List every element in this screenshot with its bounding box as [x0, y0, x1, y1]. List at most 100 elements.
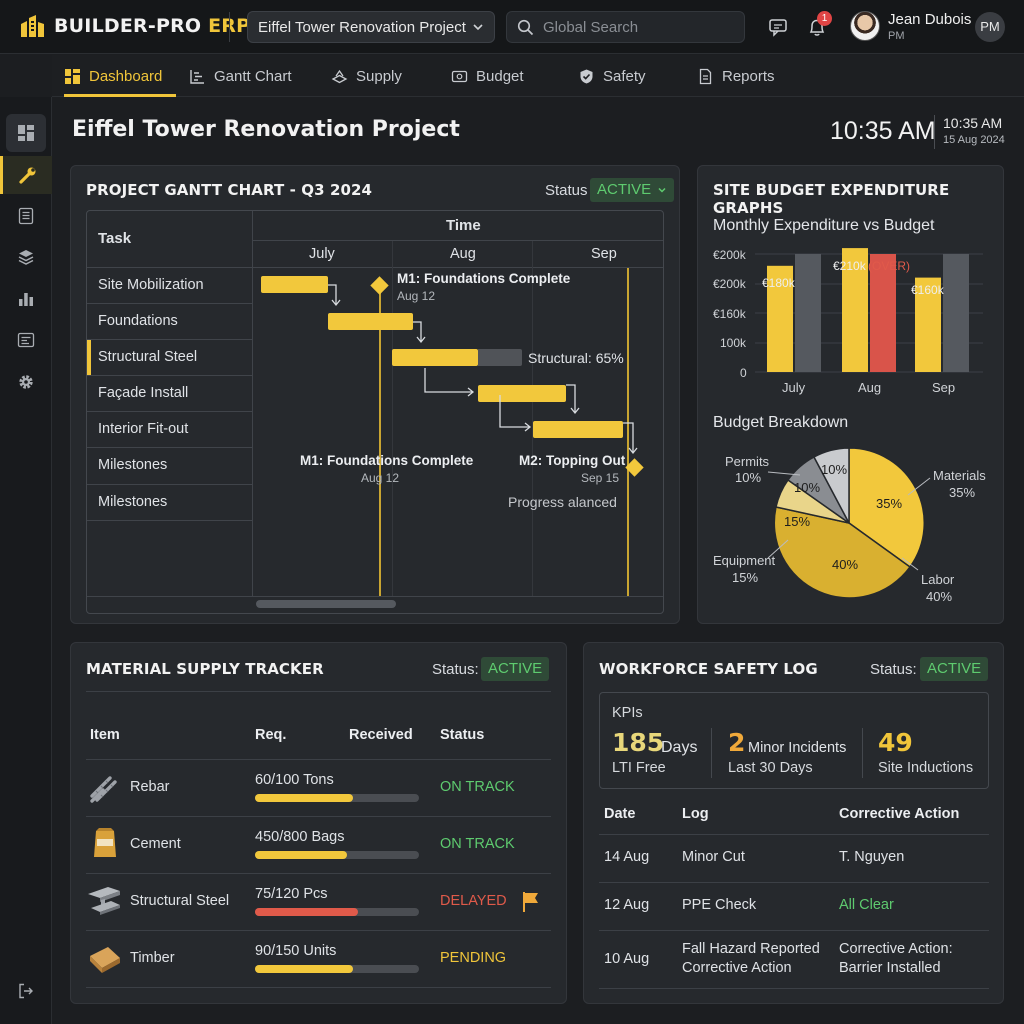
x-tick-label: Aug: [858, 380, 882, 395]
building-logo-icon: [21, 15, 44, 37]
project-selector[interactable]: Eiffel Tower Renovation Project: [247, 11, 495, 43]
y-tick-label: €200k: [713, 277, 746, 291]
kpi-unit: Days: [661, 739, 698, 756]
gantt-bar-interior-fitout[interactable]: [533, 421, 623, 438]
sidebar-item-tools[interactable]: [0, 156, 52, 194]
sidebar-item-analytics[interactable]: [6, 280, 46, 318]
sidebar-item-dashboard[interactable]: [6, 114, 46, 152]
sidebar-item-forms[interactable]: [6, 321, 46, 359]
tab-reports[interactable]: Reports: [697, 55, 775, 97]
row-line: [599, 930, 989, 931]
structural-progress: Structural: 65%: [528, 350, 624, 366]
supply-item-name: Timber: [130, 950, 175, 966]
kpi-caption: Last 30 Days: [728, 760, 813, 776]
supply-status: PENDING: [440, 950, 507, 966]
col-header: Corrective Action: [839, 806, 960, 822]
grid-icon: [18, 125, 34, 141]
sidebar-item-layers[interactable]: [6, 238, 46, 276]
gantt-task[interactable]: Milestones: [98, 457, 168, 473]
shield-icon: [580, 69, 593, 83]
log-entry[interactable]: PPE Check: [682, 897, 757, 913]
gantt-row-line: [87, 520, 252, 521]
gantt-task[interactable]: Structural Steel: [98, 349, 198, 365]
app-logo[interactable]: BUILDER-PRO ERP: [18, 12, 250, 40]
tab-gantt-chart[interactable]: Gantt Chart: [189, 55, 292, 97]
gantt-bar-site-mobilization[interactable]: [261, 276, 328, 293]
row-line: [86, 873, 551, 874]
pie-legend-pct: 15%: [732, 570, 759, 585]
col-header: Item: [90, 727, 120, 743]
chevron-down-icon: [473, 24, 483, 31]
chat-icon[interactable]: [767, 16, 789, 38]
pie-slice-labor: [773, 506, 912, 599]
progress-fill: [255, 965, 354, 973]
user-role: PM: [888, 30, 905, 42]
selected-row-marker: [87, 340, 91, 375]
divider: [86, 691, 551, 692]
budget-breakdown-title: Budget Breakdown: [713, 414, 849, 431]
col-header: Date: [604, 806, 636, 822]
user-initials-button[interactable]: PM: [975, 12, 1005, 42]
supply-status-label: Status:: [432, 661, 479, 678]
pie-leader-lines: [767, 471, 931, 571]
form-icon: [17, 332, 35, 348]
y-tick-label: 0: [740, 366, 747, 380]
x-tick-label: July: [782, 380, 806, 395]
row-line: [86, 987, 551, 988]
bar-aug-budget: [870, 254, 896, 372]
supply-qty: 60/100 Tons: [255, 772, 334, 788]
gantt-title: PROJECT GANTT CHART - Q3 2024: [86, 181, 373, 199]
sidebar-item-settings[interactable]: [6, 363, 46, 401]
supply-item-name: Structural Steel: [130, 893, 230, 909]
tab-label: Safety: [603, 67, 646, 85]
global-search[interactable]: [506, 11, 745, 43]
gantt-status-dropdown[interactable]: ACTIVE: [590, 178, 675, 202]
gantt-bar-structural-steel[interactable]: [392, 349, 478, 366]
current-time: 10:35 AM: [830, 117, 936, 145]
gantt-task[interactable]: Milestones: [98, 494, 168, 510]
pie-slice-permits: [812, 447, 850, 524]
gantt-bar-foundations[interactable]: [328, 313, 413, 330]
gantt-row-line: [87, 484, 252, 485]
gantt-task[interactable]: Interior Fit-out: [98, 421, 189, 437]
milestone-label: M1: Foundations Complete: [397, 271, 571, 286]
gantt-task[interactable]: Site Mobilization: [98, 277, 204, 293]
kpi-caption: LTI Free: [612, 760, 666, 776]
tab-budget[interactable]: Budget: [451, 55, 524, 97]
budget-icon: [451, 70, 468, 82]
log-entry[interactable]: Minor Cut: [682, 849, 745, 865]
log-entry[interactable]: Fall Hazard Reported: [682, 941, 820, 957]
y-tick-label: 100k: [720, 336, 747, 350]
tab-label: Supply: [356, 67, 402, 85]
notification-badge: 1: [817, 11, 832, 26]
report-icon: [699, 68, 712, 84]
over-budget-label: (OVER): [868, 259, 910, 273]
gantt-task[interactable]: Foundations: [98, 313, 178, 329]
log-entry-detail: Corrective Action: [682, 960, 792, 976]
supply-icon: [331, 69, 348, 83]
flag-icon[interactable]: [521, 890, 541, 914]
kpi-divider: [711, 728, 712, 778]
gantt-dependency-arrows: [328, 284, 638, 455]
tab-supply[interactable]: Supply: [331, 55, 402, 97]
avatar[interactable]: [850, 11, 880, 41]
tab-dashboard[interactable]: Dashboard: [64, 55, 177, 97]
safety-status-label: Status:: [870, 661, 917, 678]
bar-sep-actual: [915, 277, 941, 372]
gantt-col-task: Task: [98, 230, 132, 247]
pie-legend-name: Permits: [725, 454, 770, 469]
log-action: Corrective Action:: [839, 941, 953, 957]
milestone-date: Aug 12: [361, 471, 400, 485]
search-input[interactable]: [543, 18, 733, 36]
y-tick-label: €200k: [713, 248, 746, 262]
sidebar-item-logout[interactable]: [6, 972, 46, 1010]
tab-safety[interactable]: Safety: [578, 55, 646, 97]
gantt-task[interactable]: Façade Install: [98, 385, 189, 401]
log-action: T. Nguyen: [839, 849, 905, 865]
milestone-line: [379, 293, 381, 596]
sidebar-item-list[interactable]: [6, 197, 46, 235]
gantt-scrollbar[interactable]: [256, 600, 396, 608]
budget-pie-chart: [773, 447, 925, 599]
list-icon: [18, 207, 34, 225]
supply-qty: 90/150 Units: [255, 943, 337, 959]
